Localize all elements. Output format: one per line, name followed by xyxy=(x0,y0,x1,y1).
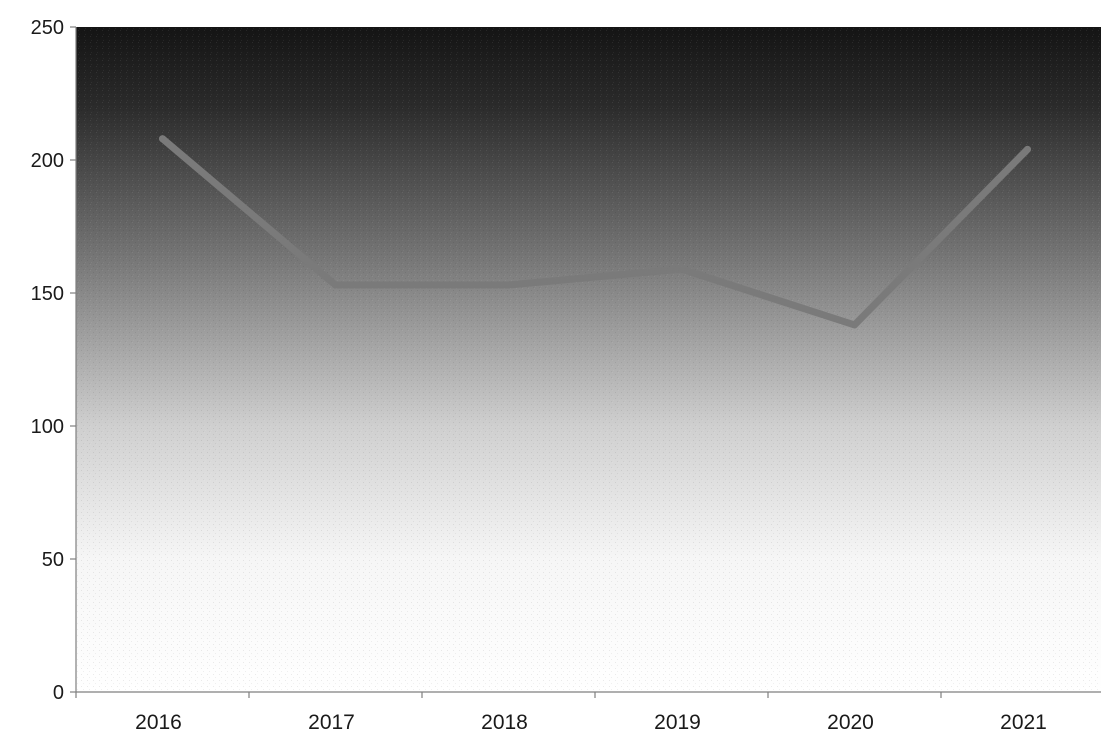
y-tick-label: 0 xyxy=(53,682,64,704)
data-point xyxy=(678,265,685,273)
data-point xyxy=(851,321,858,329)
x-tick-label: 2019 xyxy=(654,711,701,731)
data-point xyxy=(505,281,512,289)
y-tick-label: 100 xyxy=(31,416,64,438)
x-axis-ticks: 2016 2017 2018 2019 2020 2021 xyxy=(75,692,1047,734)
x-tick-label: 2016 xyxy=(135,711,182,731)
y-axis-ticks: 0 50 100 150 200 250 xyxy=(31,17,76,704)
data-point xyxy=(159,135,166,143)
x-tick-label: 2021 xyxy=(1000,711,1047,731)
y-tick-label: 250 xyxy=(31,17,64,39)
x-tick-label: 2020 xyxy=(827,711,874,731)
data-point xyxy=(1024,145,1031,153)
y-tick-label: 200 xyxy=(31,150,64,172)
series-layer xyxy=(159,135,1031,329)
axes xyxy=(75,27,1101,693)
y-tick-label: 150 xyxy=(31,283,64,305)
x-tick-label: 2017 xyxy=(308,711,355,731)
y-tick-label: 50 xyxy=(42,549,64,571)
data-point xyxy=(332,281,339,289)
x-tick-label: 2018 xyxy=(481,711,528,731)
series-line xyxy=(159,135,1031,329)
plot-area-texture xyxy=(76,27,1101,692)
